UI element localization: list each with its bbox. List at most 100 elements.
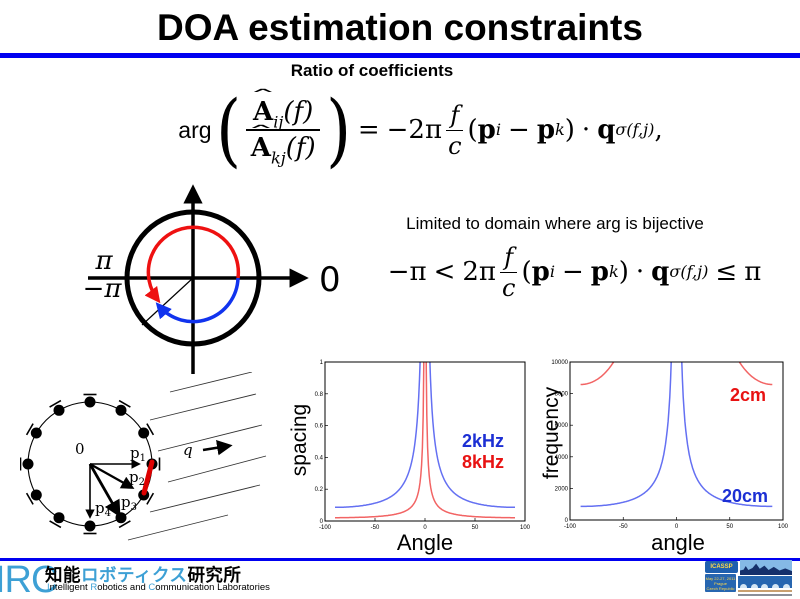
mixing-matrix-symbol: A [253, 97, 274, 127]
microphone-tick [25, 423, 34, 436]
svg-text:4000: 4000 [555, 455, 569, 461]
coefficient: 2π [462, 257, 497, 287]
svg-text:0: 0 [675, 524, 679, 530]
frequency-vs-angle-chart: -100 -50 0 50 100 0 2000 4000 6000 8000 10000 [551, 360, 789, 530]
svg-text:0: 0 [423, 525, 427, 531]
angle-axis-label: Angle [396, 530, 454, 555]
position-vector: p [531, 257, 550, 287]
arg-function: arg [178, 116, 212, 143]
f-over-c-fraction: f c [446, 100, 464, 160]
unit-circle [124, 209, 262, 347]
position-vector: p [477, 115, 496, 145]
microphone-tick [118, 399, 131, 408]
svg-text:6000: 6000 [555, 423, 569, 429]
p4-label: p4 [95, 499, 111, 519]
microphone-dot [53, 404, 65, 416]
svg-text:-50: -50 [619, 524, 628, 530]
frequency-axis-label: frequency [540, 386, 563, 480]
f-over-c-fraction: f c [500, 242, 518, 302]
icassp-date-block: May 22-27, 2011 Prague Czech Republic [705, 574, 736, 592]
formula-arg-ratio: arg ( ˆ Aij(f) ˆ Akj(f) ) = −2π f c (p i − … [178, 83, 663, 176]
subtitle: Ratio of coefficients [290, 61, 454, 80]
svg-text:0: 0 [565, 518, 569, 524]
phase-ray [141, 277, 194, 326]
svg-text:100: 100 [778, 524, 789, 530]
charles-bridge-icon [738, 576, 792, 588]
p3-vector [88, 463, 121, 518]
p2-label: p2 [129, 468, 145, 488]
phase-wrap-circle-diagram: π −π 0 [85, 184, 341, 374]
direction-vector: q [651, 257, 670, 287]
mixing-matrix-symbol: A [250, 133, 271, 163]
series-label-20cm: 20cm [722, 486, 769, 506]
svg-text:0.2: 0.2 [315, 487, 324, 493]
microphone-dot [84, 396, 96, 408]
positive-phase-arc [144, 225, 241, 304]
position-vector: p [536, 115, 555, 145]
microphone-dot [115, 512, 127, 524]
page-title: DOA estimation constraints [157, 7, 643, 48]
svg-text:-100: -100 [319, 525, 332, 531]
svg-text:50: 50 [726, 524, 733, 530]
microphone-dot [84, 520, 96, 532]
lab-name-japanese: 知能ロボティクス研究所 [45, 565, 242, 585]
microphone-tick [146, 492, 155, 505]
selected-mic-pair [141, 459, 155, 496]
svg-text:0: 0 [320, 519, 324, 525]
svg-text:10000: 10000 [551, 360, 568, 366]
lower-bound: −π [387, 257, 427, 287]
svg-text:8000: 8000 [555, 392, 569, 398]
microphone-tick [49, 520, 62, 529]
q-direction-arrow [202, 440, 233, 456]
series-label-2cm: 2cm [730, 385, 767, 405]
matrix-ratio-fraction: ˆ Aij(f) ˆ Akj(f) [244, 87, 323, 166]
position-vector: p [590, 257, 609, 287]
title-divider [0, 53, 800, 58]
svg-text:2000: 2000 [555, 486, 569, 492]
svg-text:-50: -50 [371, 525, 380, 531]
pi-label: π [94, 246, 113, 276]
origin-label: 0 [75, 440, 85, 458]
mic-array-diagram: 0 q p1 p2 p3 p4 [20, 372, 267, 541]
icassp-conference-logo: ICASSP May 22-27, 2011 Prague Czech Repu… [703, 560, 792, 597]
angle-axis-label-2: angle [651, 530, 705, 555]
negative-phase-arc [155, 277, 240, 324]
less-equal: ≤ [715, 257, 738, 287]
microphone-dot [138, 427, 150, 439]
microphone-tick [49, 399, 62, 408]
q-label: q [183, 441, 193, 459]
microphone-dot [30, 489, 42, 501]
lab-name-english: Intelligent Robotics and Communication L… [47, 582, 270, 593]
hat-accent: ˆ [246, 122, 276, 144]
direction-vector: q [597, 115, 616, 145]
spacing-vs-angle-chart: -100 -50 0 50 100 0 0.2 0.4 0.6 0.8 1 [315, 360, 531, 531]
svg-text:0.4: 0.4 [315, 455, 324, 461]
svg-text:0.6: 0.6 [315, 424, 324, 430]
icassp-fine-print [738, 590, 792, 592]
dot-product: · [635, 257, 645, 287]
svg-text:1: 1 [320, 360, 324, 366]
microphone-tick [25, 492, 34, 505]
svg-text:0.8: 0.8 [315, 392, 324, 398]
formula-phase-constraint: −π < 2π f c (p i − p k) · q σ(f,j) ≤ π [387, 242, 762, 302]
zero-label: 0 [319, 260, 341, 300]
series-label-8khz: 8kHz [462, 452, 505, 472]
less-than: < [433, 257, 456, 287]
svg-text:100: 100 [520, 525, 531, 531]
coefficient: −2π [386, 115, 443, 145]
p3-label: p3 [121, 493, 137, 513]
microphone-tick [146, 423, 155, 436]
p1-label: p1 [130, 444, 146, 464]
microphone-dot [30, 427, 42, 439]
p2-vector [89, 463, 135, 489]
svg-text:50: 50 [472, 525, 479, 531]
upper-bound: π [744, 257, 762, 287]
icassp-fine-print [738, 594, 792, 596]
position-vectors [85, 459, 141, 519]
irc-logo: IRC [0, 559, 58, 599]
plane-wavefronts [127, 372, 267, 541]
microphone-dot [53, 512, 65, 524]
series-label-2khz: 2kHz [462, 431, 505, 451]
footer-divider [0, 558, 800, 561]
